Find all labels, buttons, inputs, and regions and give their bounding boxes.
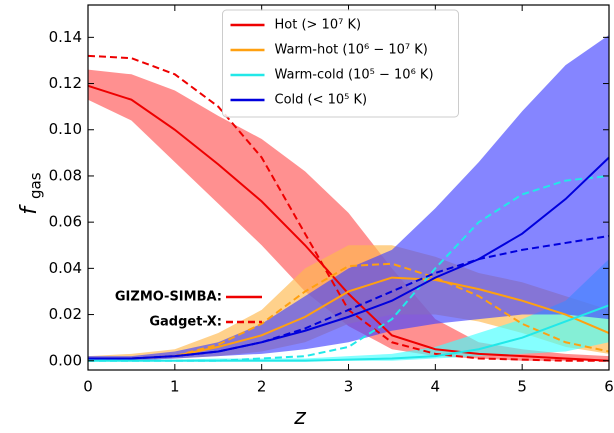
x-axis-label: z (293, 405, 306, 430)
model-legend-label: Gadget-X: (149, 315, 222, 330)
y-tick-label: 0.06 (49, 213, 82, 231)
x-tick-label: 3 (344, 378, 354, 396)
model-legend-label: GIZMO-SIMBA: (115, 290, 222, 305)
band (88, 35, 609, 361)
x-tick-label: 5 (517, 378, 527, 396)
y-axis-label: f (17, 204, 42, 215)
y-tick-label: 0.10 (49, 120, 82, 138)
x-tick-label: 6 (604, 378, 614, 396)
y-tick-label: 0.04 (49, 259, 82, 277)
legend-label: Cold (< 10⁵ K) (275, 93, 368, 108)
x-tick-label: 0 (83, 378, 93, 396)
x-tick-label: 2 (257, 378, 267, 396)
y-tick-label: 0.12 (49, 74, 82, 92)
legend-label: Hot (> 10⁷ K) (275, 18, 362, 33)
x-tick-label: 1 (170, 378, 180, 396)
band (88, 69, 609, 361)
y-axis-label-sub: gas (27, 172, 45, 199)
y-tick-label: 0.02 (49, 305, 82, 323)
x-tick-label: 4 (431, 378, 441, 396)
band (88, 259, 609, 361)
simba-line (88, 156, 610, 360)
y-tick-label: 0.00 (49, 351, 82, 369)
simba-line (87, 84, 610, 362)
y-tick-label: 0.08 (49, 166, 82, 184)
legend-label: Warm-cold (10⁵ − 10⁶ K) (275, 68, 434, 83)
legend-box (222, 9, 459, 118)
legend-label: Warm-hot (10⁶ − 10⁷ K) (275, 43, 428, 58)
gadget-line (88, 235, 610, 360)
y-tick-label: 0.14 (49, 28, 82, 46)
simba-line (88, 304, 610, 362)
